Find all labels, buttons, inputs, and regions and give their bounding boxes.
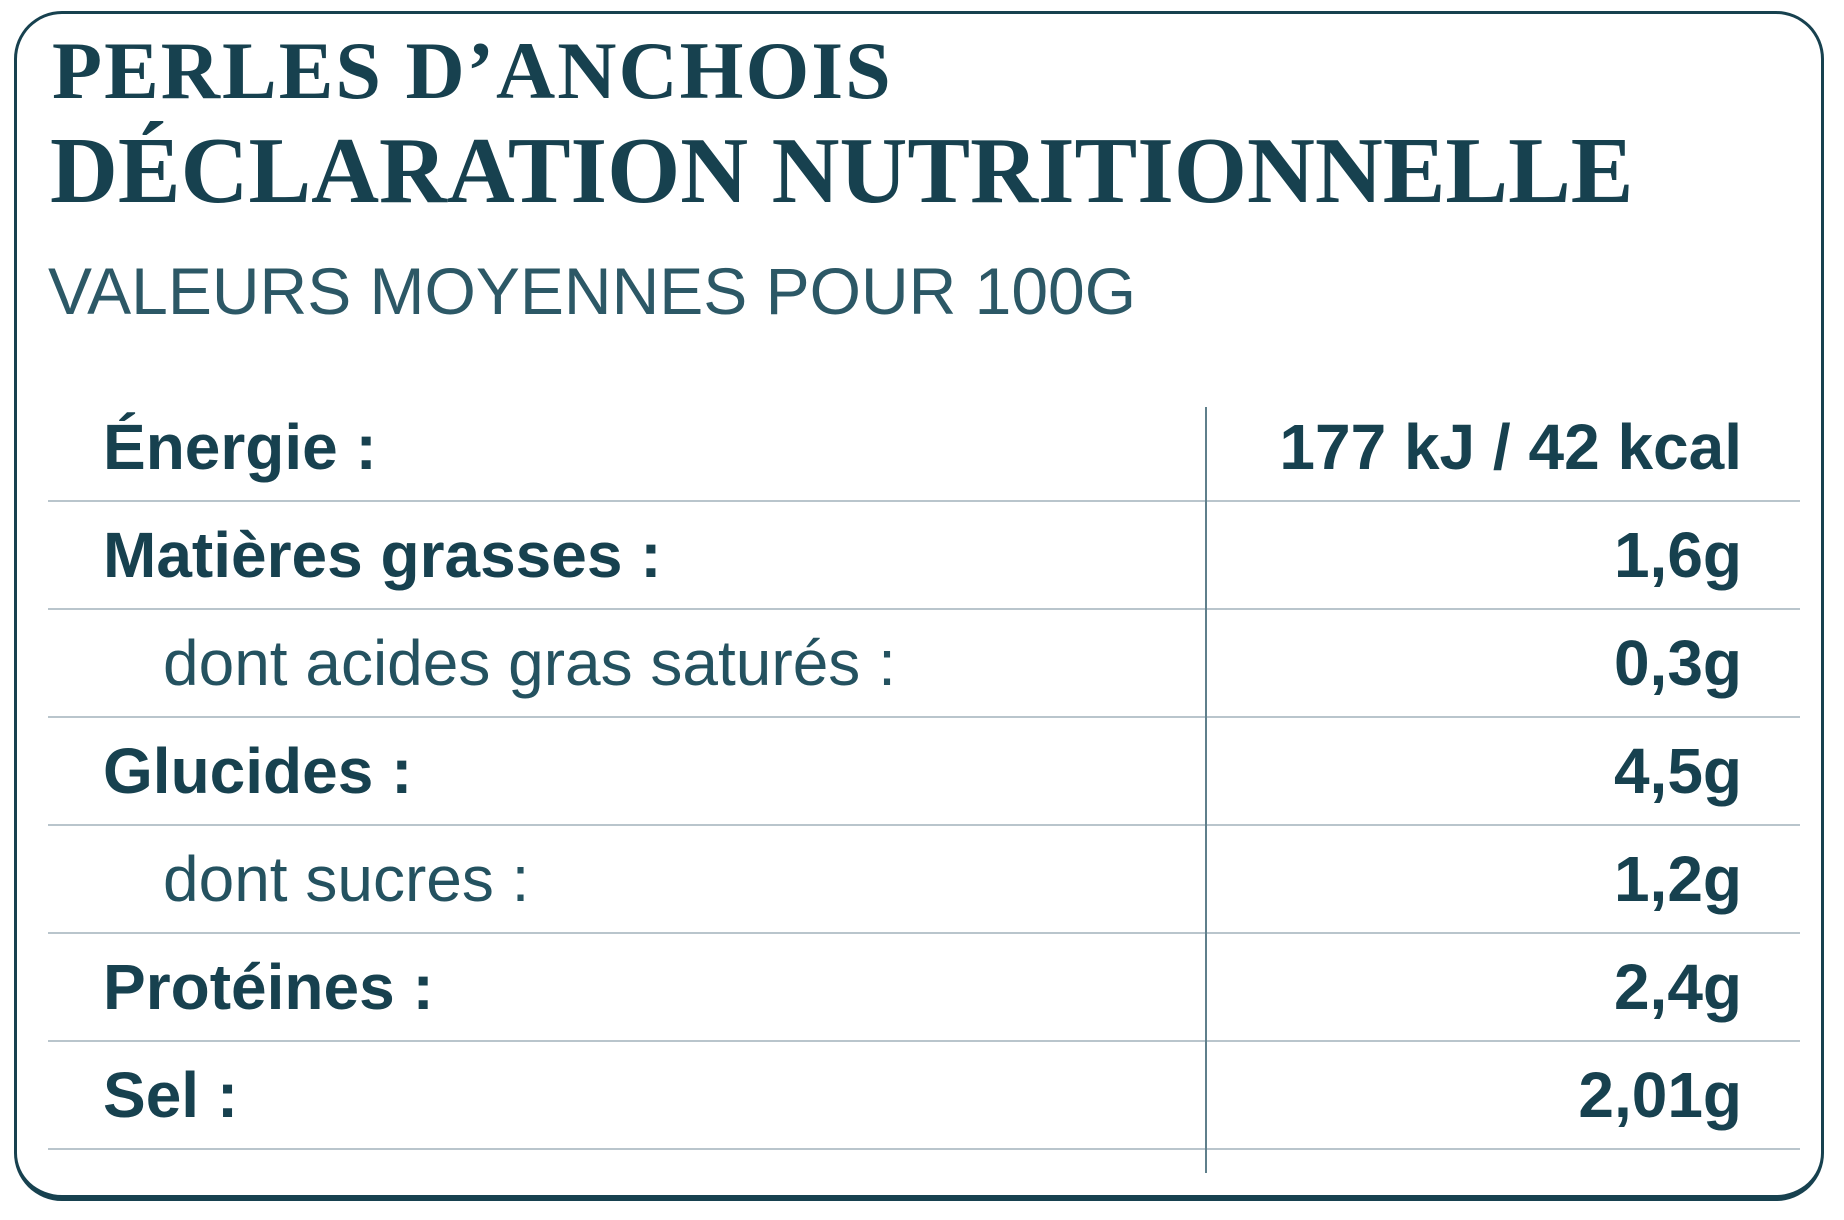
row-value: 177 kJ / 42 kcal: [1279, 411, 1742, 483]
row-label: Glucides :: [103, 735, 413, 807]
row-label: Sel :: [103, 1059, 239, 1131]
row-label: dont sucres :: [163, 843, 530, 915]
table-row-glucides: Glucides : 4,5g: [48, 718, 1800, 826]
row-label: Énergie :: [103, 411, 377, 483]
row-label: dont acides gras saturés :: [163, 627, 896, 699]
table-row-empty: [48, 1150, 1800, 1196]
table-row-acides-gras-satures: dont acides gras saturés : 0,3g: [48, 610, 1800, 718]
serving-subtitle: VALEURS MOYENNES POUR 100G: [48, 254, 1137, 328]
table-row-sucres: dont sucres : 1,2g: [48, 826, 1800, 934]
nutrition-label-card: PERLES D’ANCHOIS DÉCLARATION NUTRITIONNE…: [14, 11, 1824, 1201]
table-row-matieres-grasses: Matières grasses : 1,6g: [48, 502, 1800, 610]
row-value: 0,3g: [1613, 627, 1742, 699]
column-divider-line: [1205, 407, 1207, 1173]
table-row-sel: Sel : 2,01g: [48, 1042, 1800, 1150]
row-value: 4,5g: [1613, 735, 1742, 807]
nutrition-table: Énergie : 177 kJ / 42 kcal Matières gras…: [48, 394, 1800, 1196]
page-title: DÉCLARATION NUTRITIONNELLE: [50, 119, 1634, 223]
row-value: 2,4g: [1613, 951, 1742, 1023]
table-row-proteines: Protéines : 2,4g: [48, 934, 1800, 1042]
row-value: 1,2g: [1613, 843, 1742, 915]
row-value: 2,01g: [1578, 1059, 1742, 1131]
product-title: PERLES D’ANCHOIS: [52, 25, 893, 116]
row-label: Protéines :: [103, 951, 434, 1023]
table-row-energie: Énergie : 177 kJ / 42 kcal: [48, 394, 1800, 502]
row-label: Matières grasses :: [103, 519, 662, 591]
row-value: 1,6g: [1613, 519, 1742, 591]
